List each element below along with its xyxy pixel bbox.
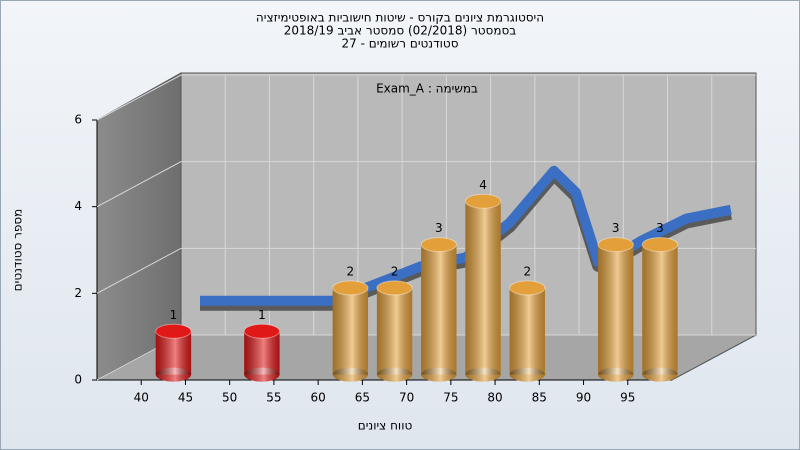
bar-shine [465,201,501,375]
bar-shine-bottom [509,367,545,382]
x-tick-label: 85 [532,391,547,405]
x-axis-title: טווח ציונים [358,419,413,433]
bar-shine-bottom [244,367,280,382]
y-tick-label: 0 [74,373,82,387]
bar-top [243,323,281,339]
annotation: Exam_A : במשימה [376,82,478,96]
chart-title: היסטוגרמת ציונים בקורס - שיטות חישוביות … [256,11,544,25]
bar-shine [155,331,192,375]
bar-shine-bottom [155,367,192,382]
bar-top [332,280,369,296]
grid-line [96,74,756,121]
bar-shine [598,244,634,375]
bar-top [641,237,679,253]
bar-top [509,280,546,296]
value-label: 2 [523,264,531,278]
value-label: 3 [612,221,620,235]
x-tick-label: 55 [266,391,281,405]
bar-top [155,323,192,339]
chart-subtitle: סטודנטים רשומים - 27 [341,37,458,51]
bar-shine-bottom [642,367,678,382]
bar-top [376,280,413,296]
x-tick-label: 75 [443,391,458,405]
plot: 1 1 2 2 3 4 2 3 3 [155,165,732,382]
bar-shine [376,287,413,375]
value-label: 1 [170,308,178,322]
value-label: 1 [258,308,266,322]
bar-top [420,237,458,253]
bar-shine-bottom [598,367,634,382]
x-tick-label: 70 [399,391,414,405]
bar-shine [642,244,678,375]
grid-line [96,161,756,208]
y-tick-label: 4 [74,199,82,213]
bar-shine [244,331,280,375]
value-label: 2 [391,264,399,278]
x-tick-label: 80 [487,391,502,405]
value-label: 3 [435,221,443,235]
bar-top [464,193,502,209]
bar-shine [332,287,369,375]
x-tick-label: 65 [355,391,370,405]
x-tick-label: 45 [178,391,193,405]
fit-curve [200,165,732,306]
x-tick-label: 50 [222,391,237,405]
bar-shine-bottom [332,367,369,382]
x-tick-label: 60 [311,391,326,405]
bar-shine [421,244,457,375]
y-axis-title: מספר סטודנטים [11,209,25,292]
bar-shine-bottom [376,367,413,382]
grid-line [96,247,756,294]
x-tick-label: 40 [134,391,149,405]
bar-top [597,237,634,253]
value-label: 3 [656,221,664,235]
x-tick-label: 90 [576,391,591,405]
value-label: 2 [347,264,355,278]
bar-shine-bottom [465,367,501,382]
bar-shine [509,287,545,375]
x-tick-label: 95 [620,391,635,405]
y-tick-label: 2 [74,286,82,300]
value-label: 4 [479,178,487,192]
y-tick-label: 6 [74,113,82,127]
chart-subtitle: בסמסטר (02/2018) סמסטר אביב 2018/19 [284,24,516,38]
bar-shine-bottom [421,367,457,382]
